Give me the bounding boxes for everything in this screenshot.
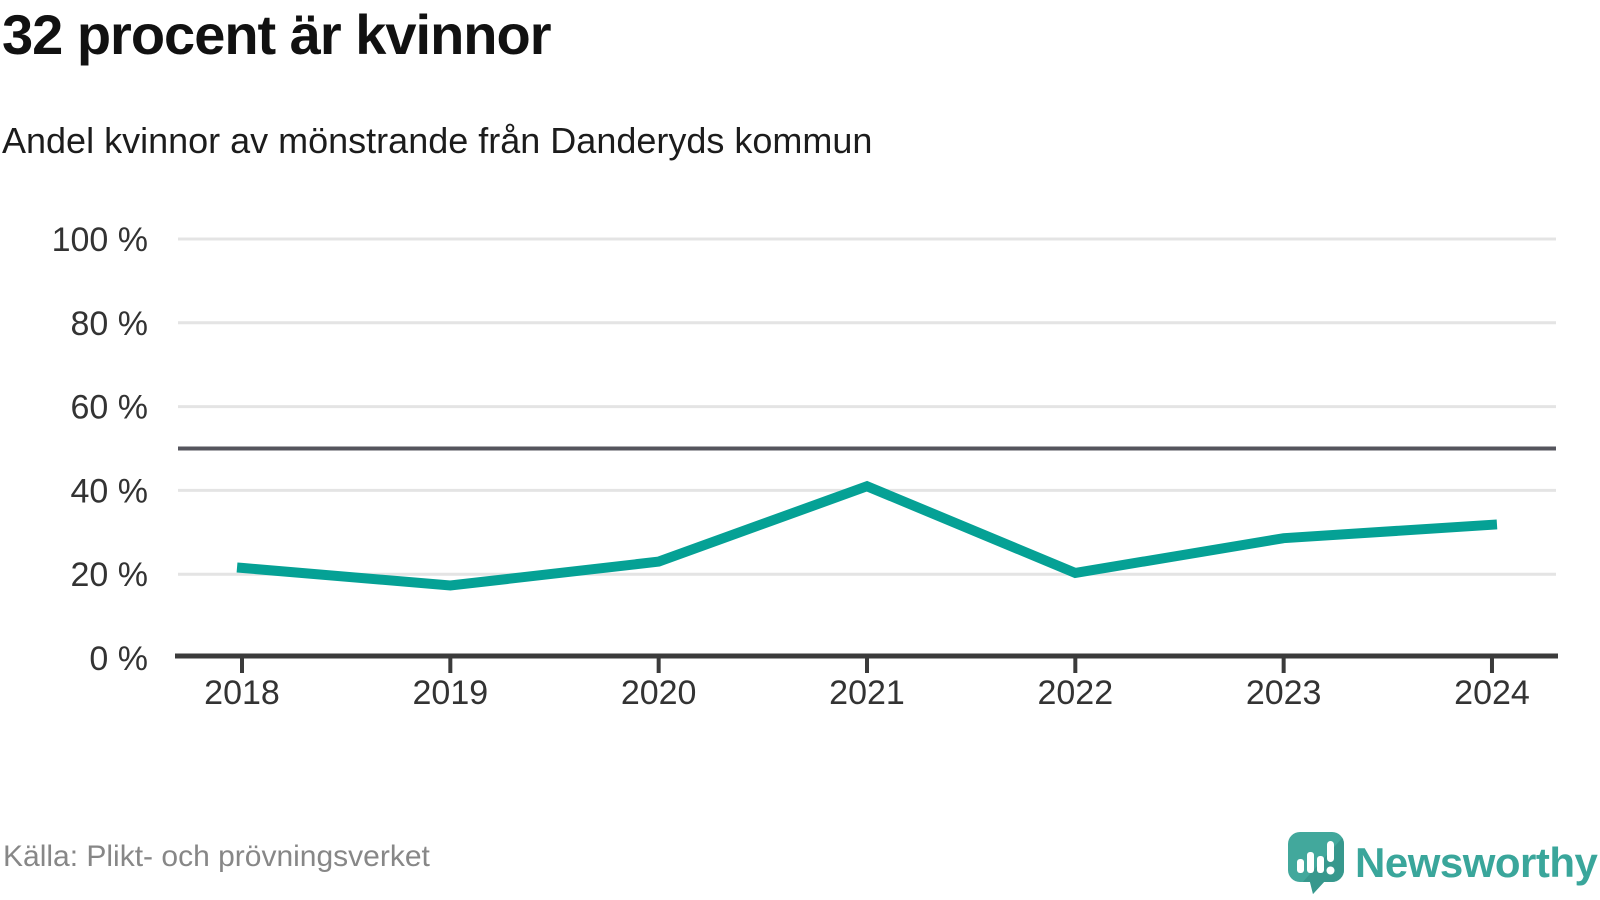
y-axis-label: 0 % bbox=[89, 640, 148, 678]
x-axis-label: 2023 bbox=[1246, 674, 1322, 712]
x-axis-label: 2024 bbox=[1454, 674, 1530, 712]
x-axis-label: 2018 bbox=[204, 674, 280, 712]
newsworthy-logo-text: Newsworthy bbox=[1355, 839, 1598, 886]
y-axis-label: 60 % bbox=[71, 389, 149, 427]
x-axis-label: 2020 bbox=[621, 674, 697, 712]
x-axis-label: 2022 bbox=[1037, 674, 1113, 712]
source-text: Källa: Plikt- och prövningsverket bbox=[3, 840, 430, 873]
x-axis-label: 2021 bbox=[829, 674, 905, 712]
y-axis-label: 100 % bbox=[52, 221, 148, 259]
data-line bbox=[236, 480, 1498, 591]
y-axis-label: 20 % bbox=[71, 556, 149, 594]
chart-title: 32 procent är kvinnor bbox=[2, 3, 552, 66]
chart-subtitle: Andel kvinnor av mönstrande från Dandery… bbox=[2, 120, 873, 161]
y-axis-label: 80 % bbox=[71, 305, 149, 343]
y-axis-label: 40 % bbox=[71, 472, 149, 510]
newsworthy-logo: Newsworthy bbox=[1288, 832, 1598, 894]
newsworthy-logo-icon bbox=[1288, 832, 1344, 894]
x-axis-label: 2019 bbox=[413, 674, 489, 712]
